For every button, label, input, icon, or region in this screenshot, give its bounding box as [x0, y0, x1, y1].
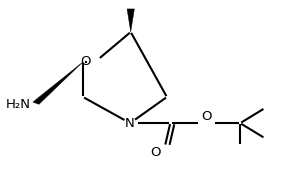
Text: H₂N: H₂N: [6, 98, 31, 111]
Text: N: N: [125, 117, 135, 130]
Text: O: O: [202, 110, 212, 123]
Text: O: O: [150, 146, 160, 159]
Polygon shape: [127, 9, 134, 32]
Text: O: O: [81, 55, 91, 68]
Polygon shape: [33, 62, 83, 104]
